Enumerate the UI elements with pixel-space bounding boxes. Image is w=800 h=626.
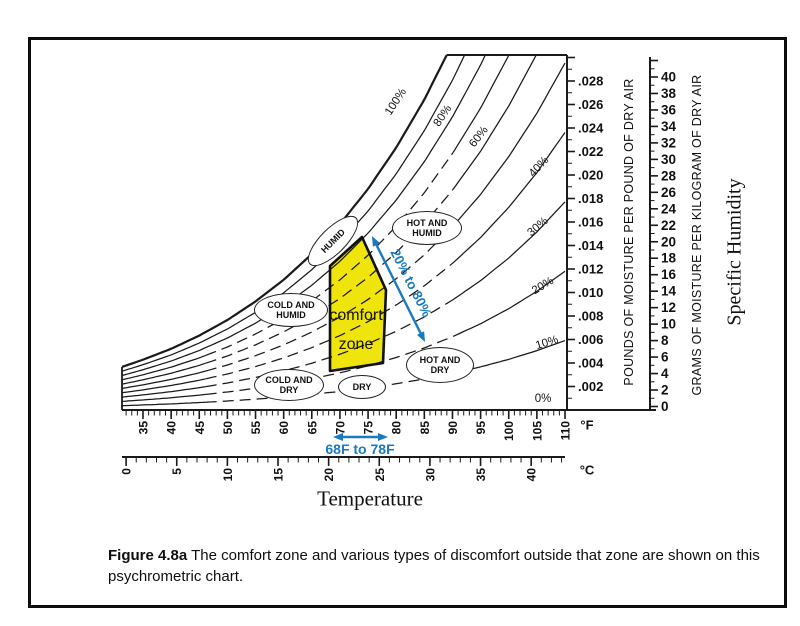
c-axis-ticks: 0 5 10 15 20 25 30 35 40 bbox=[120, 457, 563, 482]
fahrenheit-unit-label: °F bbox=[580, 417, 594, 433]
svg-text:.016: .016 bbox=[578, 215, 603, 230]
svg-text:.028: .028 bbox=[578, 74, 603, 89]
svg-text:0: 0 bbox=[120, 468, 134, 475]
svg-text:110: 110 bbox=[559, 421, 573, 441]
region-cold-and-humid: COLD AND HUMID bbox=[254, 293, 328, 327]
svg-text:100: 100 bbox=[502, 421, 516, 441]
figure-caption: Figure 4.8a The comfort zone and various… bbox=[108, 545, 780, 587]
svg-text:36: 36 bbox=[661, 102, 677, 117]
svg-text:35: 35 bbox=[137, 421, 151, 435]
svg-text:16: 16 bbox=[661, 267, 677, 282]
svg-text:5: 5 bbox=[170, 468, 184, 475]
temperature-axis-title: Temperature bbox=[317, 486, 423, 511]
region-cold-and-humid-label2: HUMID bbox=[276, 310, 306, 320]
f-axis-ticks: 35 40 45 50 55 60 65 70 75 80 85 90 95 100 105 110 bbox=[125, 410, 573, 441]
comfort-zone-label: comfort zone bbox=[329, 302, 382, 360]
figure-caption-text: The comfort zone and various types of di… bbox=[108, 547, 760, 585]
region-hot-and-dry-label2: DRY bbox=[430, 365, 450, 375]
svg-text:.008: .008 bbox=[578, 309, 603, 324]
svg-text:24: 24 bbox=[661, 201, 677, 216]
svg-text:8: 8 bbox=[661, 333, 669, 348]
comfort-zone-label-line1: comfort bbox=[329, 307, 383, 325]
svg-text:12: 12 bbox=[661, 300, 676, 315]
svg-text:18: 18 bbox=[661, 251, 677, 266]
svg-text:75: 75 bbox=[362, 421, 376, 435]
svg-text:70: 70 bbox=[333, 421, 347, 435]
pounds-axis-title: POUNDS OF MOISTURE PER POUND OF DRY AIR bbox=[622, 78, 636, 386]
comfort-zone-fill bbox=[330, 237, 386, 371]
svg-text:22: 22 bbox=[661, 218, 676, 233]
svg-text:25: 25 bbox=[373, 468, 387, 482]
rh-label-0: 0% bbox=[534, 393, 552, 405]
svg-text:14: 14 bbox=[661, 284, 677, 299]
svg-text:90: 90 bbox=[446, 421, 460, 435]
rh-range-arrow bbox=[372, 236, 425, 342]
region-cold-and-dry-label: COLD AND bbox=[265, 374, 313, 385]
svg-text:.026: .026 bbox=[578, 97, 603, 112]
svg-text:30: 30 bbox=[661, 152, 676, 167]
region-dry: DRY bbox=[338, 375, 386, 399]
specific-humidity-title: Specific Humidity bbox=[723, 178, 746, 326]
svg-text:50: 50 bbox=[221, 421, 235, 435]
svg-text:.024: .024 bbox=[578, 121, 604, 136]
svg-text:20: 20 bbox=[661, 234, 676, 249]
svg-text:35: 35 bbox=[474, 468, 488, 482]
region-hot-and-dry: HOT AND DRY bbox=[406, 347, 474, 383]
svg-text:.002: .002 bbox=[578, 379, 603, 394]
region-cold-and-dry-label2: DRY bbox=[279, 385, 299, 395]
svg-text:4: 4 bbox=[661, 366, 669, 381]
comfort-zone-outline bbox=[328, 235, 388, 373]
region-dry-label: DRY bbox=[352, 381, 372, 392]
svg-text:80: 80 bbox=[390, 421, 404, 435]
svg-text:32: 32 bbox=[661, 135, 676, 150]
svg-text:10: 10 bbox=[661, 317, 676, 332]
svg-text:.012: .012 bbox=[578, 262, 603, 277]
svg-text:.010: .010 bbox=[578, 285, 603, 300]
region-hot-and-humid: HOT AND HUMID bbox=[392, 211, 462, 245]
comfort-zone-label-line2: zone bbox=[338, 336, 374, 353]
figure-border bbox=[28, 37, 787, 608]
svg-text:15: 15 bbox=[272, 468, 286, 482]
svg-text:55: 55 bbox=[249, 421, 263, 435]
svg-text:20: 20 bbox=[322, 468, 336, 482]
svg-text:6: 6 bbox=[661, 350, 669, 365]
annotation-temp-range: 68F to 78F bbox=[325, 441, 395, 457]
grams-axis-title: GRAMS OF MOISTURE PER KILOGRAM OF DRY AI… bbox=[690, 74, 704, 396]
region-hot-and-dry-label: HOT AND bbox=[419, 354, 461, 365]
svg-text:.022: .022 bbox=[578, 144, 603, 159]
svg-text:28: 28 bbox=[661, 168, 677, 183]
celsius-unit-label: °C bbox=[579, 462, 595, 478]
svg-text:40: 40 bbox=[525, 468, 539, 482]
svg-text:.020: .020 bbox=[578, 168, 603, 183]
region-hot-and-humid-label: HOT AND bbox=[406, 217, 448, 228]
pounds-axis-ticks: .002 .004 .006 .008 .010 .012 .014 .016 .018 .020… bbox=[567, 56, 604, 399]
svg-text:0: 0 bbox=[661, 399, 669, 414]
region-hot-and-humid-label2: HUMID bbox=[412, 228, 442, 238]
svg-text:34: 34 bbox=[661, 119, 677, 134]
svg-text:.018: .018 bbox=[578, 191, 603, 206]
svg-text:85: 85 bbox=[418, 421, 432, 435]
svg-text:2: 2 bbox=[661, 383, 669, 398]
svg-text:26: 26 bbox=[661, 185, 677, 200]
svg-text:95: 95 bbox=[474, 421, 488, 435]
figure-caption-number: Figure 4.8a bbox=[108, 547, 188, 564]
svg-text:.014: .014 bbox=[578, 238, 604, 253]
svg-text:38: 38 bbox=[661, 86, 677, 101]
svg-text:105: 105 bbox=[530, 421, 544, 441]
svg-text:40: 40 bbox=[165, 421, 179, 435]
svg-text:60: 60 bbox=[277, 421, 291, 435]
temp-range-arrow bbox=[333, 433, 388, 441]
region-cold-and-humid-label: COLD AND bbox=[267, 299, 315, 310]
svg-text:45: 45 bbox=[193, 421, 207, 435]
svg-text:.004: .004 bbox=[578, 356, 604, 371]
region-cold-and-dry: COLD AND DRY bbox=[254, 369, 324, 401]
svg-text:.006: .006 bbox=[578, 332, 603, 347]
svg-text:40: 40 bbox=[661, 70, 676, 85]
svg-text:10: 10 bbox=[221, 468, 235, 482]
svg-text:30: 30 bbox=[423, 468, 437, 482]
svg-text:65: 65 bbox=[305, 421, 319, 435]
